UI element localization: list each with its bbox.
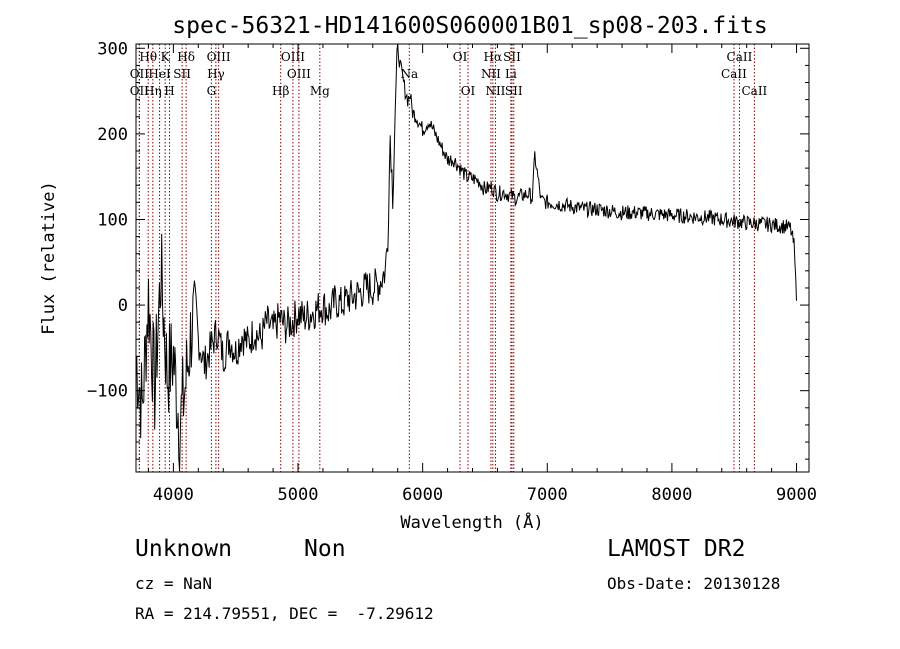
object-class: Unknown (135, 536, 232, 562)
spectrum-series (135, 43, 797, 472)
marker-label: NII (481, 67, 501, 81)
marker-label: G (207, 84, 217, 98)
marker-label: Mg (310, 84, 330, 98)
marker-label: Hβ (272, 84, 289, 98)
x-tick-label: 7000 (527, 485, 568, 505)
y-tick-label: −100 (87, 382, 128, 402)
marker-label: H (164, 84, 174, 98)
marker-label: CaII (727, 50, 753, 64)
observation-date: Obs-Date: 20130128 (607, 574, 781, 593)
redshift-value: cz = NaN (135, 574, 213, 593)
y-tick-label: 300 (97, 39, 128, 59)
marker-label: OIII (207, 50, 231, 64)
x-tick-label: 9000 (776, 485, 817, 505)
marker-label: SII (505, 84, 523, 98)
y-tick-label: 200 (97, 125, 128, 145)
chart-title: spec-56321-HD141600S060001B01_sp08-203.f… (172, 13, 767, 39)
marker-label: SII (173, 67, 191, 81)
marker-label: OII (130, 67, 150, 81)
marker-label: Hγ (207, 67, 225, 81)
marker-label: NII (485, 84, 505, 98)
marker-label: K (161, 50, 171, 64)
x-tick-label: 8000 (651, 485, 692, 505)
x-tick-label: 5000 (278, 485, 319, 505)
marker-label: OI (461, 84, 476, 98)
line-markers: Hθ OII OII K HeI Hη H Hδ SII OIII Hγ G Hβ OIII OIII Mg N… (130, 44, 768, 472)
marker-label: Na (400, 67, 418, 81)
spectrum-line (135, 43, 797, 472)
marker-label: Hη (144, 84, 162, 98)
y-tick-label: 100 (97, 210, 128, 230)
x-axis-label: Wavelength (Å) (400, 511, 543, 533)
axis-ticks: 4000 5000 6000 7000 8000 9000 −100 0 100 200 300 (87, 39, 817, 505)
y-axis-label: Flux (relative) (39, 181, 59, 335)
x-tick-label: 4000 (153, 485, 194, 505)
marker-label: OIII (281, 50, 305, 64)
marker-label: SII (503, 50, 521, 64)
marker-label: Hθ (139, 50, 157, 64)
marker-label: OIII (287, 67, 311, 81)
y-tick-label: 0 (118, 296, 128, 316)
marker-label: HeI (148, 67, 171, 81)
coordinates: RA = 214.79551, DEC = -7.29612 (135, 604, 434, 623)
marker-label: OII (130, 84, 150, 98)
marker-label: Li (505, 67, 517, 81)
x-tick-label: 6000 (402, 485, 443, 505)
survey-name: LAMOST DR2 (607, 536, 746, 562)
marker-label: Hα (484, 50, 503, 64)
marker-label: CaII (721, 67, 747, 81)
marker-label: Hδ (177, 50, 195, 64)
marker-label: CaII (741, 84, 767, 98)
object-subclass: Non (304, 536, 346, 562)
marker-label: OI (453, 50, 468, 64)
plot-frame (135, 43, 810, 473)
